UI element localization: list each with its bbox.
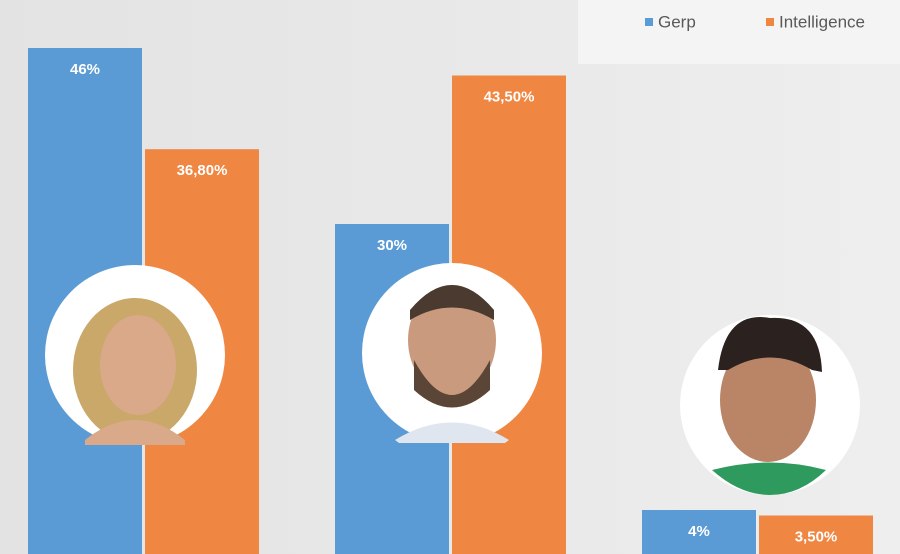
bar bbox=[642, 510, 756, 554]
value-label: 46% bbox=[70, 61, 100, 78]
legend-label: Gerp bbox=[658, 12, 696, 31]
candidate-photo bbox=[680, 315, 860, 495]
bar bbox=[759, 515, 873, 554]
legend-swatch bbox=[645, 18, 653, 26]
value-label: 30% bbox=[377, 237, 407, 254]
legend: Gerp Intelligence bbox=[645, 12, 865, 31]
value-label: 3,50% bbox=[795, 528, 838, 545]
value-label: 36,80% bbox=[177, 162, 228, 179]
candidate-photo bbox=[362, 263, 542, 443]
legend-box bbox=[578, 0, 900, 64]
legend-label: Intelligence bbox=[779, 12, 865, 31]
photos bbox=[45, 263, 860, 495]
candidate-photo bbox=[45, 265, 225, 445]
value-label: 4% bbox=[688, 523, 710, 540]
value-label: 43,50% bbox=[484, 88, 535, 105]
legend-swatch bbox=[766, 18, 774, 26]
